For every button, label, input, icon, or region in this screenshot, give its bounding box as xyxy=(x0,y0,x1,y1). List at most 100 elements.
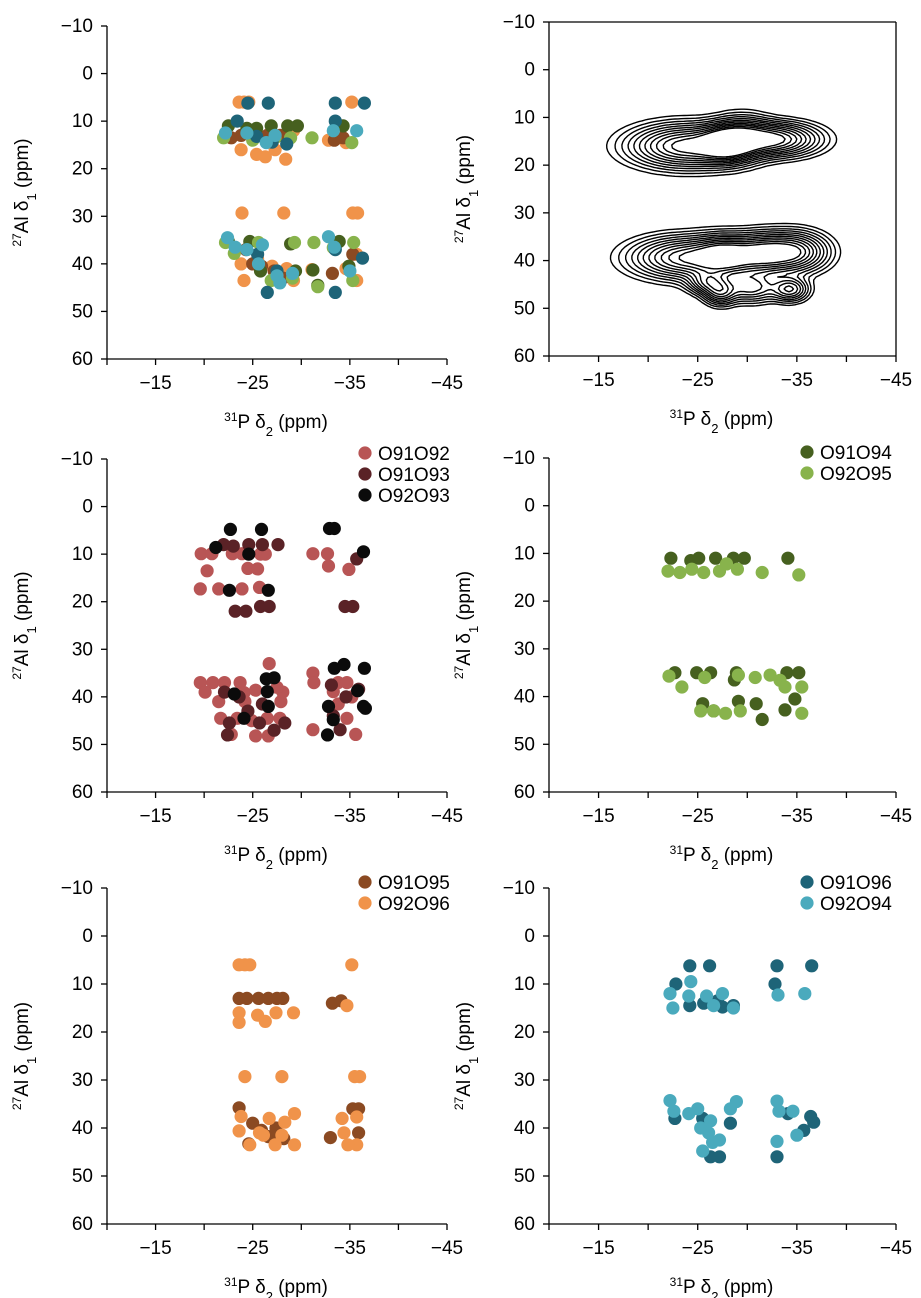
data-point xyxy=(259,136,273,150)
axis-label-isotope: 31 xyxy=(224,410,238,424)
data-point xyxy=(321,559,336,573)
x-axis-label: 31P δ2 (ppm) xyxy=(224,410,328,439)
data-point xyxy=(685,562,699,576)
x-tick-label: −45 xyxy=(431,373,463,394)
data-point xyxy=(351,206,365,220)
data-point xyxy=(731,668,746,682)
data-point xyxy=(269,1006,283,1020)
y-tick-label: 50 xyxy=(72,1166,93,1187)
x-tick-label: −25 xyxy=(237,1238,269,1259)
data-point xyxy=(232,1124,246,1138)
legend-marker xyxy=(800,896,814,910)
y-tick-label: 60 xyxy=(514,1214,535,1235)
data-point xyxy=(311,280,325,294)
data-point xyxy=(249,729,263,743)
axis-label-subscript: 2 xyxy=(266,1289,273,1298)
data-point xyxy=(684,975,698,989)
y-tick-label: 40 xyxy=(72,1118,93,1139)
data-point xyxy=(307,676,321,690)
y-tick-label: 60 xyxy=(514,346,535,367)
data-point xyxy=(707,704,721,718)
y-tick-label: −10 xyxy=(61,16,93,37)
data-point xyxy=(340,711,354,725)
data-point xyxy=(246,1116,260,1130)
data-point xyxy=(327,521,341,536)
data-point xyxy=(778,680,792,694)
axis-label-main: Al δ xyxy=(454,633,475,666)
y-tick-label: 50 xyxy=(514,1166,535,1187)
axis-label-unit: (ppm) xyxy=(273,412,328,433)
data-point xyxy=(228,604,242,618)
data-point xyxy=(709,551,723,565)
x-tick-label: −35 xyxy=(334,373,366,394)
data-point xyxy=(337,1126,351,1140)
y-tick-label: 50 xyxy=(72,301,93,322)
data-point xyxy=(700,989,714,1003)
y-axis-label: 27Al δ1 (ppm) xyxy=(452,571,481,679)
y-axis-label: 27Al δ1 (ppm) xyxy=(10,571,39,679)
y-tick-label: 10 xyxy=(72,111,93,132)
data-point xyxy=(320,728,335,742)
data-point xyxy=(260,685,274,699)
series-O91O94 xyxy=(664,551,806,727)
y-tick-label: 10 xyxy=(72,544,93,565)
x-tick-label: −45 xyxy=(880,370,912,391)
data-point xyxy=(243,1138,257,1152)
y-tick-label: 60 xyxy=(72,1214,93,1235)
y-tick-label: 20 xyxy=(514,155,535,176)
data-point xyxy=(321,230,336,244)
data-point xyxy=(798,987,812,1001)
legend-marker xyxy=(358,875,372,889)
data-point xyxy=(273,276,287,290)
y-tick-label: 0 xyxy=(82,926,93,947)
axis-label-subscript: 1 xyxy=(24,626,39,633)
data-point xyxy=(251,991,266,1006)
data-point xyxy=(748,670,762,685)
x-axis-label: 31P δ2 (ppm) xyxy=(670,843,774,872)
data-point xyxy=(661,564,675,578)
data-point xyxy=(260,285,274,299)
data-point xyxy=(285,266,300,280)
data-point xyxy=(217,676,232,690)
x-tick-label: −35 xyxy=(781,370,813,391)
data-point xyxy=(194,547,208,561)
axis-label-subscript: 1 xyxy=(24,193,39,200)
y-tick-label: 10 xyxy=(514,974,535,995)
data-point xyxy=(305,131,319,145)
data-point xyxy=(306,666,320,680)
data-point xyxy=(771,988,785,1002)
y-tick-label: 30 xyxy=(72,1070,93,1091)
axis-label-unit: (ppm) xyxy=(12,1002,33,1057)
y-axis-label: 27Al δ1 (ppm) xyxy=(10,138,39,246)
data-point xyxy=(357,661,371,675)
axis-label-isotope: 27 xyxy=(10,233,24,247)
x-tick-label: −35 xyxy=(334,806,366,827)
contour-level-4 xyxy=(627,116,828,305)
data-point xyxy=(240,991,254,1006)
data-point xyxy=(343,264,357,278)
x-tick-label: −45 xyxy=(431,1238,463,1259)
data-point xyxy=(212,695,226,709)
data-point xyxy=(666,1001,680,1015)
data-point xyxy=(267,723,281,737)
data-point xyxy=(271,538,285,552)
data-point xyxy=(691,1102,705,1116)
y-axis-label: 27Al δ1 (ppm) xyxy=(452,135,481,243)
data-point xyxy=(788,692,802,706)
data-point xyxy=(275,1128,289,1142)
x-tick-label: −45 xyxy=(880,806,912,827)
y-tick-label: 0 xyxy=(524,926,535,947)
axis-label-unit: (ppm) xyxy=(718,409,773,430)
axis-label-main: Al δ xyxy=(454,197,475,230)
data-point xyxy=(235,582,249,596)
data-point xyxy=(223,522,237,537)
contour-level-9 xyxy=(655,124,811,296)
legend-marker xyxy=(358,446,372,460)
contour-level-6 xyxy=(638,119,821,301)
axis-label-unit: (ppm) xyxy=(12,138,33,193)
y-tick-label: 20 xyxy=(72,1022,93,1043)
x-tick-label: −25 xyxy=(682,1238,714,1259)
